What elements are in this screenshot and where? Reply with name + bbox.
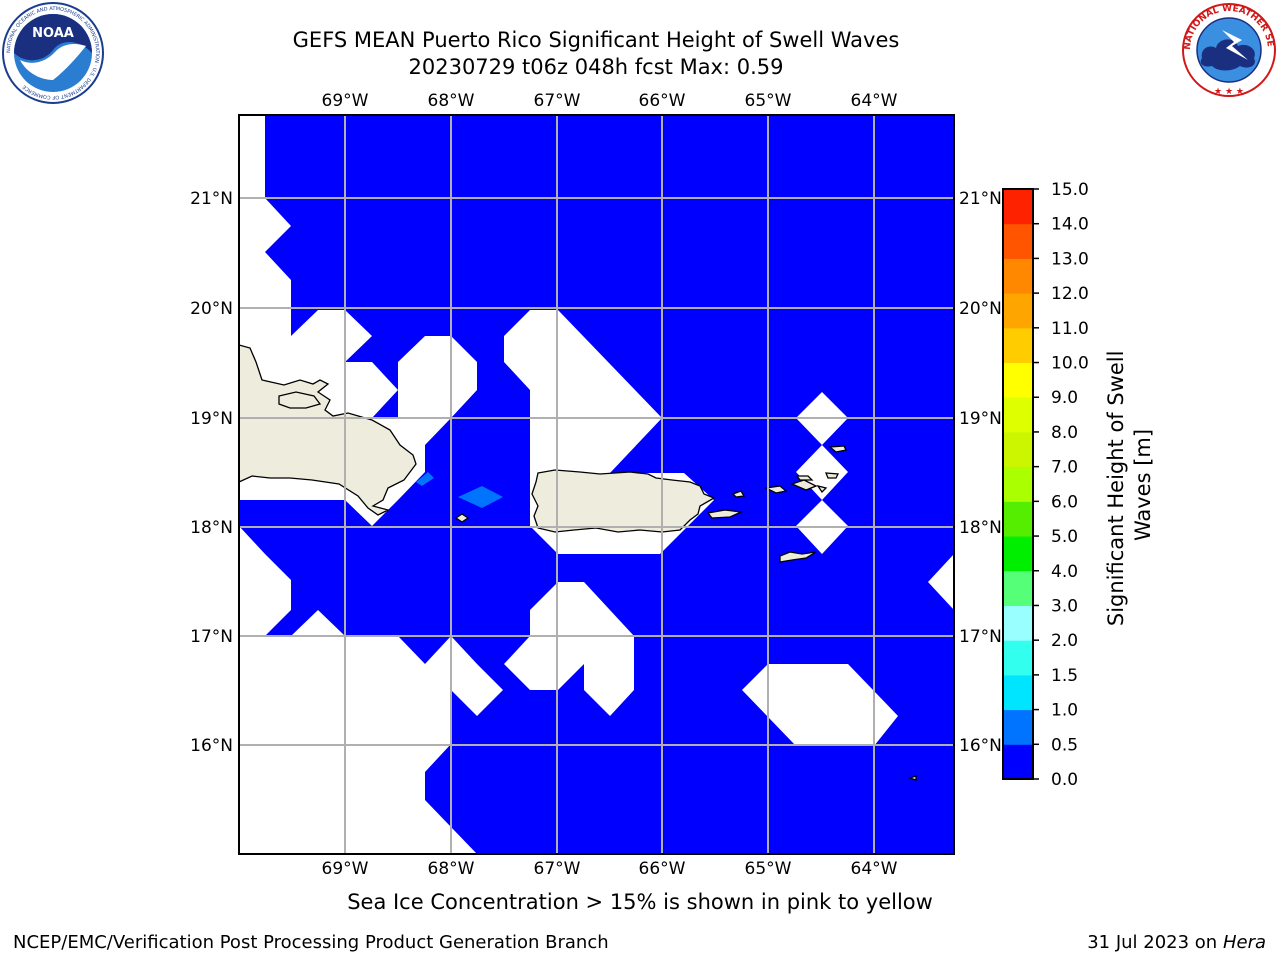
lon-label-top: 64°W <box>851 91 898 111</box>
lon-label-top: 69°W <box>322 91 369 111</box>
colorbar-tick-label: 15.0 <box>1051 180 1089 200</box>
lat-label-left: 17°N <box>190 627 233 647</box>
lon-label-bottom: 65°W <box>745 859 792 879</box>
colorbar-segment <box>1003 189 1033 225</box>
colorbar-segment <box>1003 223 1033 259</box>
colorbar-tick-label: 14.0 <box>1051 215 1089 235</box>
colorbar-tick-label: 5.0 <box>1051 527 1078 547</box>
chart-subtitle: 20230729 t06z 048h fcst Max: 0.59 <box>408 55 784 79</box>
footer-credit: NCEP/EMC/Verification Post Processing Pr… <box>13 932 609 953</box>
lat-label-right: 18°N <box>959 518 1002 538</box>
vieques-island <box>706 509 744 519</box>
colorbar-tick-label: 7.0 <box>1051 458 1078 478</box>
virgin-islands <box>763 472 840 494</box>
swell-patch <box>458 486 503 508</box>
colorbar-tick-label: 0.0 <box>1051 770 1078 790</box>
puerto-rico-coast <box>531 469 716 533</box>
colorbar-tick-label: 0.5 <box>1051 735 1078 755</box>
colorbar-segment <box>1003 674 1033 711</box>
colorbar-tick-label: 8.0 <box>1051 423 1078 443</box>
colorbar-label: Significant Height of Swell Waves [m] <box>1104 344 1155 626</box>
lat-label-left: 19°N <box>190 409 233 429</box>
lat-label-right: 17°N <box>959 627 1002 647</box>
lat-label-left: 18°N <box>190 518 233 538</box>
colorbar-segment <box>1003 466 1033 502</box>
colorbar-segment <box>1003 431 1033 468</box>
noaa-logo: NOAA NATIONAL OCEANIC AND ATMOSPHERIC AD… <box>2 2 104 104</box>
colorbar-segment <box>1003 605 1033 641</box>
anegada-island <box>828 445 847 453</box>
noaa-logo-text: NOAA <box>32 26 74 41</box>
lon-label-top: 65°W <box>745 91 792 111</box>
footer-date-text: 31 Jul 2023 on <box>1087 932 1223 953</box>
lat-label-left: 20°N <box>190 299 233 319</box>
colorbar-tick-label: 3.0 <box>1051 596 1078 616</box>
lon-label-top: 66°W <box>639 91 686 111</box>
lon-label-bottom: 67°W <box>534 859 581 879</box>
lon-label-bottom: 64°W <box>851 859 898 879</box>
hispaniola-coast <box>239 344 417 516</box>
colorbar-segment <box>1003 536 1033 572</box>
colorbar-segment <box>1003 640 1033 676</box>
colorbar-tick-label: 1.0 <box>1051 701 1078 721</box>
tortuga-island <box>278 391 322 409</box>
map-panel <box>239 115 954 854</box>
lat-label-left: 21°N <box>190 189 233 209</box>
colorbar-segment <box>1003 570 1033 606</box>
colorbar-tick-label: 6.0 <box>1051 492 1078 512</box>
lon-label-top: 68°W <box>428 91 475 111</box>
colorbar-tick-label: 9.0 <box>1051 388 1078 408</box>
lon-label-bottom: 69°W <box>322 859 369 879</box>
colorbar-frame <box>1002 188 1034 780</box>
mona-island <box>454 513 470 523</box>
colorbar-label-line2: Waves [m] <box>1131 429 1155 541</box>
colorbar-tick-label: 10.0 <box>1051 354 1089 374</box>
colorbar-segment <box>1003 744 1033 780</box>
colorbar-segment <box>1003 397 1033 433</box>
colorbar-label-line1: Significant Height of Swell <box>1104 351 1128 627</box>
colorbar-segment <box>1003 258 1033 294</box>
lat-label-right: 20°N <box>959 299 1002 319</box>
colorbar-tick-label: 11.0 <box>1051 319 1089 339</box>
lat-label-right: 19°N <box>959 409 1002 429</box>
colorbar-segment <box>1003 327 1033 364</box>
lat-label-right: 16°N <box>959 736 1002 756</box>
chart-title: GEFS MEAN Puerto Rico Significant Height… <box>292 28 900 52</box>
map-frame <box>238 114 955 855</box>
colorbar-tick-label: 1.5 <box>1051 666 1078 686</box>
svg-text:★ ★ ★: ★ ★ ★ <box>1214 87 1244 97</box>
swell-patch <box>416 472 434 486</box>
colorbar: 0.0 0.5 1.0 1.5 2.0 3.0 4.0 5.0 6.0 7.0 8.0 9.0 10.0… <box>1002 180 1089 790</box>
colorbar-segment <box>1003 293 1033 329</box>
map-gridlines <box>239 115 954 854</box>
lon-label-top: 67°W <box>534 91 581 111</box>
culebra-island <box>731 490 746 498</box>
colorbar-tick-label: 13.0 <box>1051 249 1089 269</box>
lon-label-bottom: 68°W <box>428 859 475 879</box>
lat-label-right: 21°N <box>959 189 1002 209</box>
footer-date: 31 Jul 2023 on Hera <box>1087 932 1266 953</box>
colorbar-segment <box>1003 362 1033 398</box>
colorbar-segment <box>1003 501 1033 537</box>
st-croix-island <box>779 551 817 563</box>
colorbar-tick-label: 12.0 <box>1051 284 1089 304</box>
lon-label-bottom: 66°W <box>639 859 686 879</box>
nws-logo: NATIONAL WEATHER SERVICE ★ ★ ★ <box>1178 0 1276 97</box>
colorbar-tick-label: 2.0 <box>1051 631 1078 651</box>
lat-label-left: 16°N <box>190 736 233 756</box>
small-island <box>907 775 917 781</box>
land <box>239 344 917 781</box>
sea-ice-note: Sea Ice Concentration > 15% is shown in … <box>347 890 933 914</box>
footer-host: Hera <box>1222 932 1266 953</box>
colorbar-tick-label: 4.0 <box>1051 562 1078 582</box>
colorbar-segment <box>1003 709 1033 745</box>
